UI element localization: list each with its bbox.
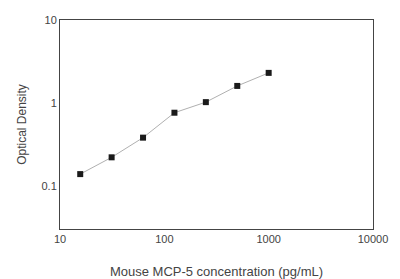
svg-text:0.1: 0.1 xyxy=(42,180,57,192)
svg-text:1: 1 xyxy=(51,97,57,109)
svg-text:10000: 10000 xyxy=(358,233,389,245)
svg-text:1000: 1000 xyxy=(256,233,280,245)
svg-text:10: 10 xyxy=(54,233,66,245)
svg-text:Mouse MCP-5 concentration (pg/: Mouse MCP-5 concentration (pg/mL) xyxy=(110,264,323,279)
svg-text:10: 10 xyxy=(45,14,57,26)
svg-text:100: 100 xyxy=(155,233,173,245)
svg-text:Optical Density: Optical Density xyxy=(15,84,29,165)
